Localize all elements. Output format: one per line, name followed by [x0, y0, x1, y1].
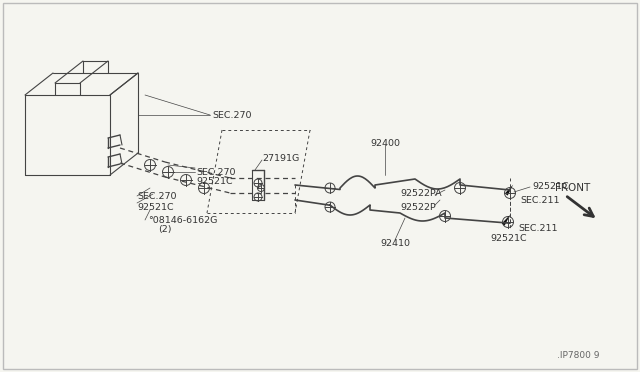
- Text: FRONT: FRONT: [555, 183, 590, 193]
- Text: SEC.211: SEC.211: [520, 196, 559, 205]
- Text: SEC.211: SEC.211: [518, 224, 557, 232]
- Text: SEC.270: SEC.270: [137, 192, 177, 201]
- Polygon shape: [505, 185, 513, 196]
- Text: 92400: 92400: [370, 138, 400, 148]
- Polygon shape: [502, 215, 510, 225]
- Text: (2): (2): [158, 224, 172, 234]
- Text: 92521C: 92521C: [137, 202, 173, 212]
- Text: 27191G: 27191G: [262, 154, 300, 163]
- Text: °08146-6162G: °08146-6162G: [148, 215, 218, 224]
- Text: 92410: 92410: [380, 238, 410, 247]
- Text: SEC.270: SEC.270: [212, 110, 252, 119]
- Text: 92521C: 92521C: [532, 182, 568, 190]
- Text: SEC.270: SEC.270: [196, 167, 236, 176]
- Text: 92522PA: 92522PA: [400, 189, 442, 198]
- Text: 92522P: 92522P: [400, 202, 436, 212]
- Text: .IP7800 9: .IP7800 9: [557, 350, 600, 359]
- Text: 92521C: 92521C: [196, 176, 232, 186]
- Text: 92521C: 92521C: [490, 234, 527, 243]
